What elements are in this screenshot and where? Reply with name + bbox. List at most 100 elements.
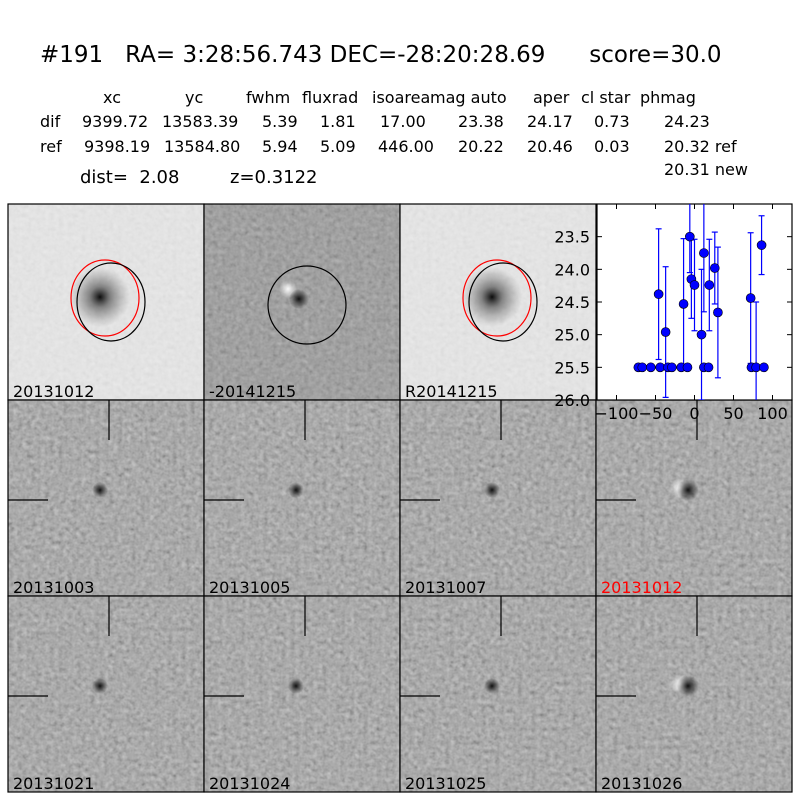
black-aperture-circle [76,262,146,342]
table-cell: 0.73 [594,112,630,131]
column-header: phmag [640,88,696,107]
data-point [667,362,677,373]
stamp-date-label: 20131012 [13,382,94,401]
image-stamp: R20141215 [399,203,597,401]
table-cell: 446.00 [378,137,434,156]
data-point [756,240,767,250]
data-point [660,327,671,337]
table-cell: 5.94 [262,137,298,156]
column-header: cl star [581,88,631,107]
light-curve-chart: −100 −50 0 50 100 23.5 24.0 24.5 25.0 25.5 26.0 [554,203,793,423]
black-aperture-circle [267,265,347,345]
black-aperture-circle [468,262,538,342]
source-blob [288,678,304,694]
stamp-date-label: R20141215 [405,382,498,401]
column-header: fluxrad [302,88,359,107]
dist-value: dist= 2.08 [80,167,180,188]
stamp-date-label: 20131026 [601,774,682,793]
x-tick-label: −100 [595,404,639,423]
data-point [637,362,648,373]
source-blob [288,482,304,498]
table-cell: 9399.72 [82,112,149,131]
red-aperture-circle [462,259,532,337]
column-header: aper [533,88,570,107]
z-value: z=0.3122 [230,167,318,188]
table-cell: 5.09 [320,137,356,156]
column-header: mag auto [430,88,507,107]
source-blob [462,267,522,327]
data-point [678,299,689,309]
table-cell: 13584.80 [164,137,241,156]
data-point [646,362,656,373]
x-tick-label: 50 [723,404,743,423]
row-label: dif [40,112,61,131]
image-stamp: 20131026 [595,595,793,793]
stamp-date-label: 20131005 [209,578,290,597]
source-blob [70,267,130,327]
data-point [704,280,715,290]
image-stamp: 20131012 [7,203,205,401]
table-cell: 5.39 [262,112,298,131]
y-tick-label: 25.5 [554,358,590,377]
table-cell: 13583.39 [162,112,239,131]
phmag-new: 20.31 new [664,160,748,179]
stamp-date-label: 20131003 [13,578,94,597]
table-cell: 20.46 [527,137,573,156]
table-cell: 1.81 [320,112,356,131]
column-header: isoarea [372,88,431,107]
data-point [696,329,707,340]
column-header: xc [103,88,121,107]
data-point [703,362,714,373]
table-cell: 24.17 [527,112,573,131]
table-cell: 9398.19 [84,137,151,156]
source-blob [677,479,699,501]
stamp-date-label: 20131021 [13,774,94,793]
image-stamp: 20131007 [399,399,597,597]
table-cell: 20.22 [458,137,504,156]
source-blob [484,678,500,694]
table-cell: 23.38 [458,112,504,131]
data-point [689,280,700,290]
image-stamp: 20131025 [399,595,597,793]
data-point [745,293,756,303]
table-cell: 20.32 ref [664,137,737,156]
x-tick-label: 100 [757,404,788,423]
data-point [759,362,769,373]
table-cell: 17.00 [380,112,426,131]
y-tick-label: 26.0 [554,391,590,410]
stamp-date-label: -20141215 [209,382,296,401]
data-point [682,362,693,373]
image-stamp: 20131005 [203,399,401,597]
data-point [713,307,723,318]
y-tick-label: 23.5 [554,228,590,247]
data-point [699,248,709,258]
source-blob [92,482,108,498]
data-point [685,231,695,242]
source-blob [92,678,108,694]
red-aperture-circle [70,259,140,337]
stamp-date-label: 20131025 [405,774,486,793]
data-point [653,289,664,299]
y-tick-label: 25.0 [554,326,590,345]
source-blob [484,482,500,498]
column-header: fwhm [246,88,291,107]
source-blob [677,675,699,697]
y-tick-label: 24.5 [554,293,590,312]
stamp-date-label: 20131024 [209,774,290,793]
y-tick-label: 24.0 [554,260,590,279]
table-cell: 24.23 [664,112,710,131]
candidate-title: #191 RA= 3:28:56.743 DEC=-28:20:28.69 sc… [40,42,722,68]
source-blob [289,289,309,309]
table-cell: 0.03 [594,137,630,156]
column-header: yc [185,88,204,107]
x-tick-label: 0 [689,404,699,423]
image-stamp: 20131024 [203,595,401,793]
x-tick-label: −50 [639,404,673,423]
image-stamp: 20131012 [595,399,793,597]
stamp-date-label: 20131012 [601,578,682,597]
image-stamp: 20131021 [7,595,205,793]
data-point [709,263,720,273]
image-stamp: 20131003 [7,399,205,597]
image-stamp: -20141215 [203,203,401,401]
